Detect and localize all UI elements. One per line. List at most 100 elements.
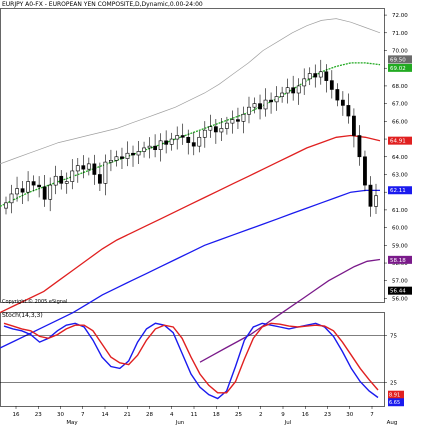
price-candle bbox=[335, 83, 340, 107]
candle-body-up bbox=[197, 136, 202, 147]
candle-body-down bbox=[269, 99, 273, 103]
price-candle bbox=[280, 86, 285, 103]
price-candle bbox=[142, 141, 146, 158]
value-tag-label-ma_green: 69.02 bbox=[390, 66, 406, 72]
price-candle bbox=[302, 68, 307, 95]
price-candle bbox=[274, 86, 279, 111]
value-tag-ma_red bbox=[388, 136, 412, 145]
price-candle bbox=[374, 183, 378, 214]
price-candle bbox=[363, 150, 367, 192]
price-candle bbox=[340, 91, 345, 116]
price-candle bbox=[103, 154, 108, 196]
candle-body-up bbox=[280, 92, 285, 97]
x-month-label: Jun bbox=[175, 420, 185, 426]
candle-body-up bbox=[75, 165, 80, 172]
candle-body-down bbox=[368, 184, 373, 207]
price-candle bbox=[357, 125, 362, 166]
value-tag-label-close: 56.44 bbox=[390, 289, 406, 295]
candle-body-up bbox=[70, 170, 75, 182]
price-y-tick-label: 61.00 bbox=[392, 208, 408, 214]
price-candle bbox=[147, 137, 152, 159]
candle-body-down bbox=[59, 175, 64, 184]
price-y-tick-label: 70.00 bbox=[392, 49, 408, 55]
x-month-label: Aug bbox=[387, 420, 398, 426]
chart-title: EURJPY A0-FX - EUROPEAN YEN COMPOSITE,D,… bbox=[2, 1, 203, 8]
price-candle bbox=[31, 175, 36, 192]
price-candle bbox=[48, 177, 53, 212]
candle-body-up bbox=[9, 193, 14, 204]
price-candle bbox=[236, 107, 240, 129]
price-candle bbox=[213, 119, 218, 144]
candle-body-up bbox=[274, 96, 279, 103]
candle-body-down bbox=[37, 184, 42, 188]
candle-body-up bbox=[318, 71, 323, 78]
candle-body-down bbox=[191, 142, 196, 147]
x-tick-label: 9 bbox=[281, 412, 285, 418]
price-candle bbox=[352, 108, 356, 148]
x-tick-label: 25 bbox=[235, 412, 242, 418]
price-candle bbox=[70, 159, 75, 190]
candle-body-down bbox=[236, 119, 240, 122]
candle-body-up bbox=[4, 202, 8, 209]
candle-body-up bbox=[86, 163, 91, 170]
value-tag-label-ma_blue: 62.11 bbox=[390, 188, 406, 194]
candle-body-down bbox=[164, 140, 169, 145]
candle-body-up bbox=[230, 119, 235, 124]
value-tag-close bbox=[388, 286, 412, 295]
price-candle bbox=[4, 196, 8, 215]
price-candle bbox=[9, 184, 14, 214]
price-candle bbox=[97, 162, 102, 191]
price-y-tick-label: 66.00 bbox=[392, 119, 408, 125]
price-candle bbox=[75, 158, 80, 183]
candle-body-down bbox=[92, 163, 97, 175]
stoch-panel-frame bbox=[0, 312, 385, 407]
price-candle bbox=[114, 150, 119, 167]
candle-body-up bbox=[48, 184, 53, 200]
x-tick-label: 7 bbox=[370, 412, 374, 418]
indicator-label: Stoch(14,3,3) bbox=[2, 312, 43, 319]
price-candle bbox=[313, 64, 318, 88]
price-y-tick-label: 72.00 bbox=[392, 13, 408, 19]
series-line-ma_red bbox=[0, 134, 381, 314]
price-candle bbox=[131, 145, 135, 167]
x-tick-label: 16 bbox=[13, 412, 20, 418]
price-candle bbox=[164, 130, 169, 154]
price-candle bbox=[15, 176, 19, 202]
price-candle bbox=[252, 97, 257, 114]
x-month-label: May bbox=[66, 420, 78, 426]
price-candle bbox=[208, 114, 213, 138]
price-candle bbox=[230, 110, 235, 134]
x-tick-label: 23 bbox=[35, 412, 42, 418]
price-candle bbox=[186, 129, 191, 155]
price-candle bbox=[120, 147, 124, 169]
candle-body-down bbox=[363, 156, 367, 186]
price-y-tick-label: 56.00 bbox=[392, 296, 408, 302]
candle-body-up bbox=[26, 181, 30, 193]
candle-body-up bbox=[285, 87, 290, 94]
price-candle bbox=[175, 126, 180, 150]
price-candle bbox=[26, 171, 30, 202]
price-candle bbox=[346, 93, 351, 124]
stoch-value-tag bbox=[388, 390, 404, 399]
x-tick-label: 18 bbox=[213, 412, 220, 418]
price-candle bbox=[169, 132, 174, 151]
value-tag-label-ma_purple: 58.18 bbox=[390, 258, 406, 264]
price-panel-frame bbox=[0, 8, 385, 303]
price-candle bbox=[318, 59, 323, 85]
price-candle bbox=[86, 157, 91, 176]
price-candle bbox=[329, 70, 334, 99]
x-tick-label: 16 bbox=[302, 412, 309, 418]
candle-body-up bbox=[142, 147, 146, 152]
candle-body-down bbox=[31, 181, 36, 186]
x-month-label: Jul bbox=[284, 420, 292, 426]
price-candle bbox=[136, 141, 141, 165]
price-candle bbox=[158, 133, 163, 162]
price-y-tick-label: 57.00 bbox=[392, 279, 408, 285]
candle-body-up bbox=[241, 113, 246, 122]
candle-body-up bbox=[158, 140, 163, 150]
x-tick-label: 30 bbox=[346, 412, 353, 418]
price-candle bbox=[53, 165, 58, 195]
candle-body-up bbox=[247, 106, 251, 115]
x-tick-label: 30 bbox=[57, 412, 64, 418]
price-candle bbox=[81, 155, 86, 179]
